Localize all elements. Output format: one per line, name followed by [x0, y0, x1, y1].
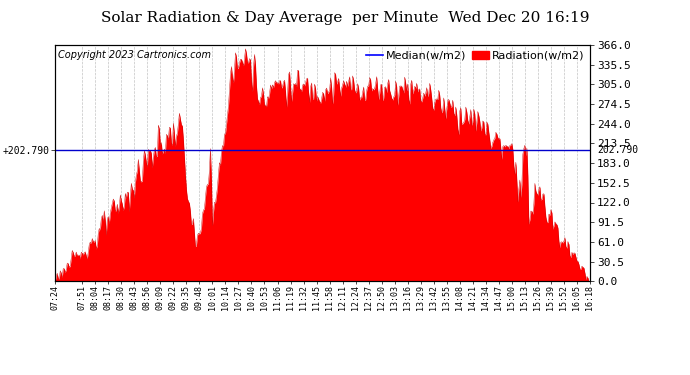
Text: Solar Radiation & Day Average  per Minute  Wed Dec 20 16:19: Solar Radiation & Day Average per Minute… — [101, 11, 589, 25]
Text: Copyright 2023 Cartronics.com: Copyright 2023 Cartronics.com — [58, 50, 211, 60]
Text: 202.790: 202.790 — [597, 146, 638, 155]
Legend: Median(w/m2), Radiation(w/m2): Median(w/m2), Radiation(w/m2) — [362, 46, 589, 65]
